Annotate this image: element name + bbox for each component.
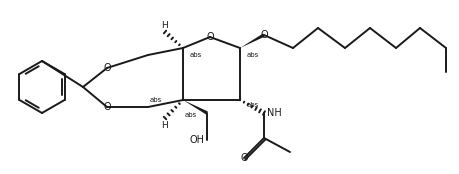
Text: abs: abs	[190, 52, 202, 58]
Text: O: O	[103, 102, 111, 112]
Text: abs: abs	[247, 102, 259, 108]
Polygon shape	[183, 100, 208, 114]
Text: OH: OH	[189, 135, 204, 145]
Text: abs: abs	[150, 97, 162, 103]
Polygon shape	[240, 33, 265, 48]
Text: H: H	[162, 121, 168, 130]
Text: NH: NH	[267, 108, 282, 118]
Text: O: O	[260, 30, 268, 40]
Text: O: O	[206, 32, 214, 42]
Text: abs: abs	[247, 52, 259, 58]
Text: O: O	[103, 63, 111, 73]
Text: O: O	[240, 153, 248, 163]
Text: abs: abs	[185, 112, 197, 118]
Text: H: H	[162, 21, 168, 30]
